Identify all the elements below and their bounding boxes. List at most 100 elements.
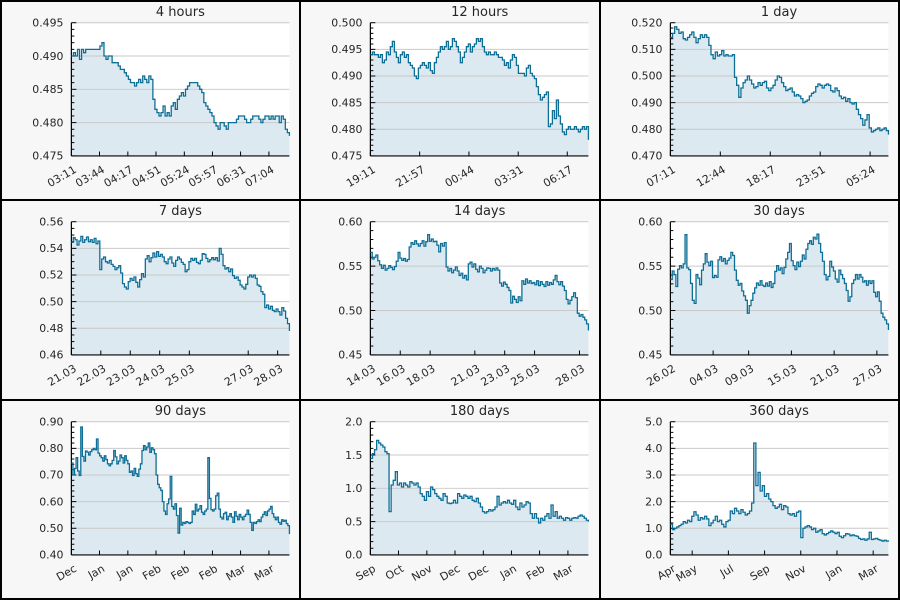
y-tick-label: 0.510	[631, 43, 662, 56]
x-tick-label: 28.03	[252, 362, 286, 389]
x-tick-label: May	[673, 561, 699, 584]
y-tick-label: 0.48	[39, 322, 63, 335]
x-tick-label: Dec	[466, 562, 491, 584]
chart-panel-180d: 180 days 0.0 0.5 1.0 1.5 2.0 Sep Oct Nov Dec Dec J…	[301, 400, 599, 598]
x-tick-label: 27.03	[222, 362, 256, 389]
x-tick-label: 16.03	[375, 362, 409, 389]
x-tick-label: 03:44	[73, 163, 107, 190]
x-tick-label: 19:11	[344, 163, 378, 190]
chart-panel-4h: 4 hours 0.475 0.480 0.485 0.490 0.495 03:11 03…	[2, 2, 300, 200]
y-tick-label: 0.500	[631, 70, 662, 83]
series-line	[370, 38, 590, 140]
y-tick-label: 0.45	[638, 349, 662, 362]
x-tick-label: Mar	[252, 561, 277, 583]
x-tick-label: 21.03	[45, 362, 79, 389]
series-line	[71, 426, 291, 534]
y-tick-label: 0.80	[39, 442, 63, 455]
chart-panel-1d: 1 day 0.470 0.480 0.490 0.500 0.510 0.520 07:1…	[600, 2, 898, 200]
y-tick-label: 0.490	[32, 50, 63, 63]
y-tick-label: 0.495	[32, 16, 63, 29]
x-tick-label: 18:17	[744, 163, 778, 190]
x-tick-label: 03:31	[492, 163, 526, 190]
y-tick-label: 0.52	[39, 269, 63, 282]
x-tick-label: Jan	[85, 562, 107, 582]
series-area	[370, 234, 589, 356]
area-chart-30d: 0.45 0.50 0.55 0.60 26.02 04.03 09.03 15.03 21.0…	[638, 216, 889, 389]
x-tick-label: Jan	[497, 562, 519, 582]
y-tick-label: 1.0	[645, 522, 662, 535]
x-tick-label: 14.03	[345, 362, 379, 389]
y-tick-label: 0.90	[39, 415, 63, 428]
y-tick-label: 0.55	[339, 260, 363, 273]
chart-title: 12 hours	[451, 5, 509, 20]
x-tick-label: 04:17	[102, 163, 136, 190]
y-tick-label: 0.500	[332, 16, 363, 29]
y-tick-label: 1.0	[345, 482, 362, 495]
y-tick-label: 0.56	[39, 216, 63, 229]
x-tick-label: Mar	[224, 561, 249, 583]
x-tick-label: 22.03	[75, 362, 109, 389]
x-tick-label: Dec	[438, 562, 463, 584]
series-line	[670, 442, 889, 542]
x-tick-label: 23:51	[794, 163, 828, 190]
y-tick-label: 2.0	[345, 415, 362, 428]
area-chart-4h: 0.475 0.480 0.485 0.490 0.495 03:1103:4404:17…	[32, 16, 291, 190]
x-tick-label: Feb	[197, 562, 220, 583]
x-tick-label: 06:17	[541, 163, 575, 190]
x-tick-label: 07:11	[644, 163, 678, 190]
x-tick-label: Sep	[354, 562, 378, 583]
series-line	[71, 42, 291, 136]
chart-panel-14d: 14 days 0.45 0.50 0.55 0.60 14.03 16.03 18.03 2…	[301, 201, 599, 399]
x-tick-label: 04:51	[130, 163, 164, 190]
chart-panel-7d: 7 days 0.46 0.48 0.50 0.52 0.54 0.56 21.03 22.0…	[2, 201, 300, 399]
x-tick-label: Feb	[169, 562, 192, 583]
chart-title: 90 days	[154, 403, 207, 419]
x-tick-label: 15.03	[765, 362, 799, 389]
y-tick-label: 0.60	[339, 216, 363, 229]
y-tick-label: 0.46	[39, 349, 63, 362]
x-tick-label: 25.03	[509, 362, 543, 389]
x-tick-label: 18.03	[404, 362, 438, 389]
series-line	[670, 26, 889, 135]
y-tick-label: 0.0	[345, 548, 362, 561]
area-chart-1d: 0.470 0.480 0.490 0.500 0.510 0.520 07:11 12:44…	[631, 16, 889, 190]
chart-title: 180 days	[449, 403, 510, 419]
series-area	[670, 26, 889, 156]
y-tick-label: 0.485	[332, 96, 363, 109]
series-area	[370, 38, 589, 156]
x-tick-label: Jul	[717, 562, 736, 580]
y-tick-label: 0.480	[332, 123, 363, 136]
y-tick-label: 0.5	[345, 515, 362, 528]
x-tick-label: Feb	[140, 562, 163, 583]
y-tick-label: 0.480	[631, 123, 662, 136]
x-tick-label: 05:57	[186, 163, 220, 190]
x-tick-label: 25.03	[163, 362, 197, 389]
y-tick-label: 0.470	[631, 150, 662, 163]
y-tick-label: 0.490	[332, 70, 363, 83]
area-chart-12h: 0.475 0.480 0.485 0.490 0.495 0.500 19:11 21:57…	[332, 16, 590, 190]
chart-panel-360d: 360 days 0.0 1.0 2.0 3.0 4.0 5.0 Apr May Jul Sep N…	[600, 400, 898, 598]
series-line	[71, 236, 291, 332]
y-tick-label: 1.5	[345, 448, 362, 461]
chart-panel-30d: 30 days 0.45 0.50 0.55 0.60 26.02 04.03 09.03 1…	[600, 201, 898, 399]
series-area	[370, 440, 589, 555]
series-area	[71, 236, 290, 356]
x-tick-label: Nov	[783, 561, 808, 583]
x-tick-label: 28.03	[554, 362, 588, 389]
y-tick-label: 0.480	[32, 116, 63, 129]
x-tick-label: Mar	[856, 561, 881, 583]
chart-title: 30 days	[753, 204, 805, 220]
y-tick-label: 4.0	[645, 442, 662, 455]
x-tick-label: Dec	[54, 562, 79, 584]
series-line	[370, 439, 590, 524]
y-tick-label: 0.50	[339, 305, 363, 318]
y-tick-label: 3.0	[645, 468, 662, 481]
y-tick-label: 0.50	[39, 522, 63, 535]
x-tick-label: 24.03	[134, 362, 168, 389]
chart-panel-12h: 12 hours 0.475 0.480 0.485 0.490 0.495 0.500 1…	[301, 2, 599, 200]
x-tick-label: 09.03	[722, 362, 756, 389]
